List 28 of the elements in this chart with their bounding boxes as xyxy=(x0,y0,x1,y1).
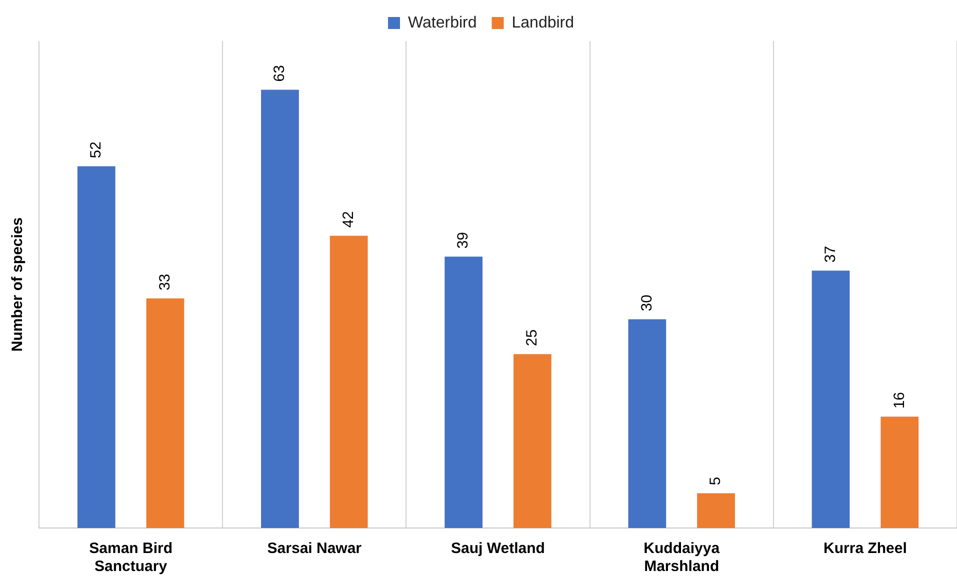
data-label: 25 xyxy=(524,329,541,346)
bar xyxy=(513,354,552,528)
x-tick-label: Sarsai Nawar xyxy=(267,540,362,558)
bar xyxy=(77,166,116,528)
bar xyxy=(444,256,483,528)
bar xyxy=(628,319,666,528)
bar xyxy=(146,298,184,528)
bar xyxy=(330,236,368,528)
data-label: 42 xyxy=(340,211,357,228)
bar xyxy=(697,493,735,528)
x-tick-label: Saman Bird Sanctuary xyxy=(89,540,172,576)
bar xyxy=(880,416,919,528)
data-label: 63 xyxy=(271,65,288,82)
data-label: 37 xyxy=(822,246,839,263)
bar xyxy=(812,270,850,528)
legend-label: Landbird xyxy=(512,14,574,32)
data-label: 39 xyxy=(454,232,472,249)
y-axis-title: Number of species xyxy=(9,217,26,352)
data-label: 52 xyxy=(88,142,105,158)
data-label: 33 xyxy=(156,274,174,290)
x-tick-label: Kuddaiyya Marshland xyxy=(644,540,720,576)
x-tick-label: Sauj Wetland xyxy=(451,540,545,558)
bar xyxy=(261,90,299,528)
data-label: 5 xyxy=(707,476,724,486)
x-tick-label: Kurra Zheel xyxy=(824,540,907,558)
legend-label: Waterbird xyxy=(408,14,477,32)
data-label: 30 xyxy=(638,294,656,312)
data-label: 16 xyxy=(890,392,908,409)
